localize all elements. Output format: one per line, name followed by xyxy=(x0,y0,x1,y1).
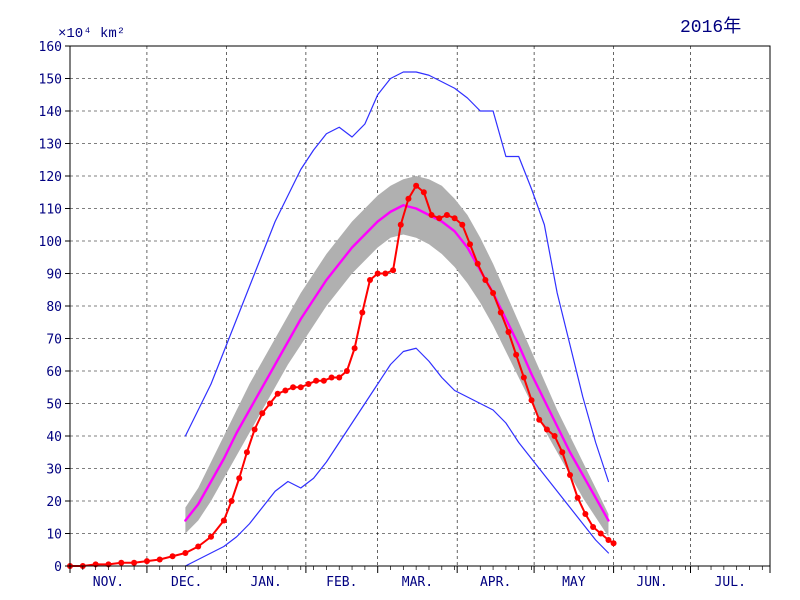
marker-current-year xyxy=(429,212,435,218)
marker-current-year xyxy=(275,391,281,397)
marker-current-year xyxy=(221,518,227,524)
marker-current-year xyxy=(605,537,611,543)
y-axis-unit-label: ×10⁴ km² xyxy=(58,26,125,42)
marker-current-year xyxy=(290,384,296,390)
y-tick-label: 10 xyxy=(46,528,62,543)
x-month-label: JAN. xyxy=(250,575,281,590)
marker-current-year xyxy=(552,433,558,439)
chart-title: 2016年 xyxy=(680,12,741,38)
marker-current-year xyxy=(298,384,304,390)
y-tick-label: 140 xyxy=(39,105,62,120)
marker-current-year xyxy=(367,277,373,283)
marker-current-year xyxy=(582,511,588,517)
marker-current-year xyxy=(611,540,617,546)
x-month-label: MAY xyxy=(562,575,586,590)
marker-current-year xyxy=(444,212,450,218)
marker-current-year xyxy=(521,375,527,381)
marker-current-year xyxy=(170,553,176,559)
marker-current-year xyxy=(182,550,188,556)
marker-current-year xyxy=(375,271,381,277)
marker-current-year xyxy=(208,534,214,540)
marker-current-year xyxy=(282,388,288,394)
marker-current-year xyxy=(436,215,442,221)
marker-current-year xyxy=(559,449,565,455)
marker-current-year xyxy=(544,427,550,433)
x-month-label: MAR. xyxy=(402,575,433,590)
marker-current-year xyxy=(490,290,496,296)
marker-current-year xyxy=(405,196,411,202)
chart-svg: 0 10 20 30 40 50 60 70 80 90 100 110 120 130 140 150 160… xyxy=(0,0,800,600)
marker-current-year xyxy=(467,241,473,247)
marker-current-year xyxy=(267,401,273,407)
marker-current-year xyxy=(513,352,519,358)
y-tick-label: 20 xyxy=(46,495,62,510)
y-tick-label: 40 xyxy=(46,430,62,445)
y-tick-label: 100 xyxy=(39,235,62,250)
marker-current-year xyxy=(118,560,124,566)
marker-current-year xyxy=(598,531,604,537)
y-tick-label: 80 xyxy=(46,300,62,315)
y-tick-label: 50 xyxy=(46,398,62,413)
marker-current-year xyxy=(305,381,311,387)
y-tick-label: 30 xyxy=(46,463,62,478)
marker-current-year xyxy=(505,329,511,335)
marker-current-year xyxy=(321,378,327,384)
x-month-label: JUN. xyxy=(636,575,667,590)
y-tick-label: 0 xyxy=(54,560,62,575)
marker-current-year xyxy=(259,410,265,416)
marker-current-year xyxy=(352,345,358,351)
marker-current-year xyxy=(398,222,404,228)
marker-current-year xyxy=(482,277,488,283)
x-month-label: APR. xyxy=(480,575,511,590)
y-tick-label: 150 xyxy=(39,73,62,88)
marker-current-year xyxy=(475,261,481,267)
marker-current-year xyxy=(529,397,535,403)
marker-current-year xyxy=(590,524,596,530)
marker-current-year xyxy=(382,271,388,277)
marker-current-year xyxy=(195,544,201,550)
marker-current-year xyxy=(575,495,581,501)
y-tick-label: 110 xyxy=(39,203,62,218)
marker-current-year xyxy=(359,310,365,316)
y-tick-label: 90 xyxy=(46,268,62,283)
x-month-label: JUL. xyxy=(715,575,746,590)
marker-current-year xyxy=(344,368,350,374)
y-tick-label: 70 xyxy=(46,333,62,348)
marker-current-year xyxy=(229,498,235,504)
marker-current-year xyxy=(567,472,573,478)
marker-current-year xyxy=(236,475,242,481)
marker-current-year xyxy=(336,375,342,381)
y-tick-label: 130 xyxy=(39,138,62,153)
marker-current-year xyxy=(452,215,458,221)
x-month-label: FEB. xyxy=(326,575,357,590)
marker-current-year xyxy=(244,449,250,455)
x-month-label: DEC. xyxy=(171,575,202,590)
x-month-label: NOV. xyxy=(93,575,124,590)
marker-current-year xyxy=(498,310,504,316)
chart-container: 2016年 ×10⁴ km² 0 10 20 30 40 50 60 70 80 90 100 110… xyxy=(0,0,800,600)
y-tick-label: 160 xyxy=(39,40,62,55)
marker-current-year xyxy=(313,378,319,384)
marker-current-year xyxy=(252,427,258,433)
marker-current-year xyxy=(413,183,419,189)
marker-current-year xyxy=(536,417,542,423)
marker-current-year xyxy=(390,267,396,273)
marker-current-year xyxy=(459,222,465,228)
marker-current-year xyxy=(329,375,335,381)
marker-current-year xyxy=(157,557,163,563)
marker-current-year xyxy=(131,560,137,566)
y-tick-label: 120 xyxy=(39,170,62,185)
marker-current-year xyxy=(421,189,427,195)
marker-current-year xyxy=(144,558,150,564)
y-tick-label: 60 xyxy=(46,365,62,380)
